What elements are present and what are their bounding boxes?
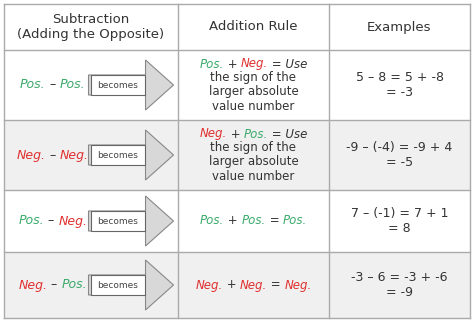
Text: becomes: becomes: [97, 280, 138, 289]
Bar: [178, 252, 329, 318]
Text: –: –: [46, 79, 60, 91]
Bar: [4, 50, 178, 120]
Text: value number: value number: [212, 99, 295, 112]
Text: +: +: [227, 128, 244, 140]
Text: larger absolute: larger absolute: [209, 86, 298, 99]
Text: = Use: = Use: [268, 128, 308, 140]
Text: becomes: becomes: [97, 150, 138, 159]
FancyArrow shape: [89, 130, 173, 180]
Text: Neg.: Neg.: [284, 279, 312, 291]
Bar: [329, 120, 470, 190]
Text: Pos.: Pos.: [20, 79, 46, 91]
Text: Neg.: Neg.: [241, 58, 268, 71]
Bar: [91, 75, 145, 95]
Bar: [178, 4, 329, 50]
FancyArrow shape: [89, 260, 173, 310]
Text: Neg.: Neg.: [240, 279, 267, 291]
Bar: [4, 190, 178, 252]
Text: Neg.: Neg.: [200, 128, 227, 140]
Text: larger absolute: larger absolute: [209, 156, 298, 168]
Text: Pos.: Pos.: [200, 58, 224, 71]
Text: = Use: = Use: [268, 58, 308, 71]
Bar: [4, 252, 178, 318]
Bar: [329, 252, 470, 318]
Text: Neg.: Neg.: [58, 214, 87, 228]
Text: –: –: [46, 148, 60, 162]
Text: 5 – 8 = 5 + -8
= -3: 5 – 8 = 5 + -8 = -3: [356, 71, 444, 99]
Text: 7 – (-1) = 7 + 1
= 8: 7 – (-1) = 7 + 1 = 8: [351, 207, 448, 235]
Text: +: +: [224, 58, 241, 71]
Bar: [329, 50, 470, 120]
Text: becomes: becomes: [97, 216, 138, 225]
Text: the sign of the: the sign of the: [210, 141, 297, 155]
Text: Pos.: Pos.: [283, 214, 307, 228]
Text: Neg.: Neg.: [17, 148, 46, 162]
Text: Pos.: Pos.: [62, 279, 87, 291]
Text: Neg.: Neg.: [60, 148, 89, 162]
Text: =: =: [265, 214, 283, 228]
Text: Examples: Examples: [367, 21, 432, 33]
Bar: [178, 50, 329, 120]
Bar: [329, 190, 470, 252]
Text: Pos.: Pos.: [60, 79, 85, 91]
Text: value number: value number: [212, 169, 295, 183]
Text: Addition Rule: Addition Rule: [209, 21, 298, 33]
Bar: [91, 275, 145, 295]
Text: Pos.: Pos.: [18, 214, 44, 228]
Text: –: –: [47, 279, 62, 291]
Text: +: +: [224, 214, 241, 228]
Text: –: –: [44, 214, 58, 228]
Text: the sign of the: the sign of the: [210, 71, 297, 84]
Text: Neg.: Neg.: [195, 279, 222, 291]
Bar: [91, 211, 145, 231]
Text: +: +: [222, 279, 240, 291]
Bar: [91, 145, 145, 165]
Text: Neg.: Neg.: [18, 279, 47, 291]
Bar: [4, 4, 178, 50]
Text: becomes: becomes: [97, 80, 138, 90]
FancyArrow shape: [89, 60, 173, 110]
Text: -9 – (-4) = -9 + 4
= -5: -9 – (-4) = -9 + 4 = -5: [346, 141, 453, 169]
Text: -3 – 6 = -3 + -6
= -9: -3 – 6 = -3 + -6 = -9: [351, 271, 448, 299]
Bar: [4, 120, 178, 190]
Text: Pos.: Pos.: [244, 128, 268, 140]
Text: Pos.: Pos.: [200, 214, 224, 228]
Text: Pos.: Pos.: [241, 214, 265, 228]
Bar: [178, 120, 329, 190]
Text: Subtraction
(Adding the Opposite): Subtraction (Adding the Opposite): [18, 13, 164, 41]
Text: =: =: [267, 279, 284, 291]
Bar: [178, 190, 329, 252]
FancyArrow shape: [89, 196, 173, 246]
Bar: [329, 4, 470, 50]
